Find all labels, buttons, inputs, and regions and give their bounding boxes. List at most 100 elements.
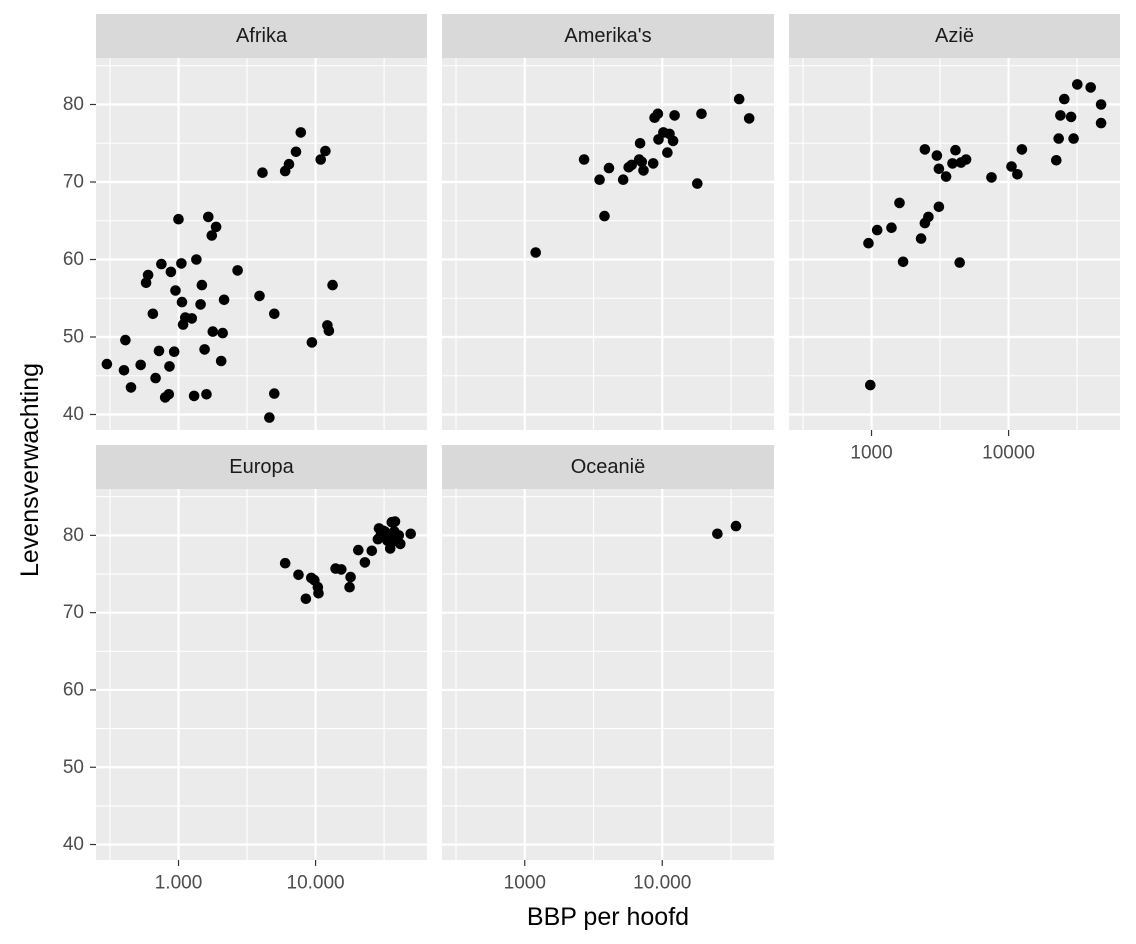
data-point: [647, 158, 659, 169]
data-point: [101, 358, 113, 370]
data-point: [313, 588, 324, 599]
data-point: [669, 110, 680, 121]
data-point: [530, 247, 541, 258]
x-axis-col-3: 1000 10000: [850, 430, 1035, 464]
data-point: [863, 237, 874, 249]
data-point: [933, 163, 945, 175]
data-point: [199, 344, 210, 355]
data-point: [886, 222, 897, 233]
data-point: [730, 520, 742, 532]
data-point: [320, 145, 331, 157]
data-point: [1051, 155, 1062, 166]
x-tick-label: 10.000: [287, 873, 345, 894]
facet-panel-amerika-s: Amerika's: [442, 14, 774, 430]
data-point: [954, 257, 965, 268]
panel-background: [96, 58, 427, 430]
data-point: [165, 266, 177, 278]
data-point: [947, 158, 958, 169]
y-axis-row-2: 40 50 60 70 80: [63, 525, 96, 855]
panel-background: [442, 58, 774, 430]
data-point: [1068, 133, 1079, 144]
data-point: [636, 156, 648, 168]
data-point: [293, 569, 304, 581]
data-point: [393, 530, 405, 541]
data-point: [150, 372, 161, 384]
x-tick-label: 1.000: [155, 873, 203, 894]
y-tick-label: 40: [63, 404, 84, 425]
facet-panel-oceanie: Oceanië: [442, 445, 774, 860]
data-point: [1095, 99, 1107, 110]
data-point: [173, 213, 184, 225]
facet-panel-europa: Europa: [96, 445, 427, 860]
data-point: [135, 359, 146, 371]
data-point: [395, 538, 406, 550]
y-tick-label: 50: [63, 327, 84, 348]
data-point: [176, 258, 187, 269]
y-axis-title: Levensverwachting: [16, 363, 44, 577]
data-point: [366, 545, 378, 557]
data-point: [125, 382, 137, 393]
data-point: [323, 325, 335, 337]
data-point: [176, 296, 188, 308]
y-tick-label: 40: [63, 834, 84, 855]
x-axis-col-2: 1000 10.000: [504, 860, 691, 894]
data-point: [743, 113, 755, 124]
data-point: [353, 544, 364, 556]
data-point: [662, 147, 673, 158]
data-point: [1072, 79, 1083, 90]
data-point: [186, 313, 198, 324]
facet-label: Amerika's: [564, 25, 651, 47]
data-point: [269, 308, 280, 320]
data-point: [283, 158, 295, 170]
data-point: [712, 528, 723, 540]
data-point: [195, 299, 206, 310]
data-point: [696, 108, 707, 120]
facet-panels: Afrika Amerika's Azië Europa Oceanië: [96, 14, 1120, 860]
data-point: [170, 285, 181, 296]
data-point: [603, 162, 615, 174]
data-point: [206, 230, 218, 241]
data-point: [118, 365, 130, 376]
data-point: [1085, 82, 1096, 93]
y-tick-label: 60: [63, 679, 84, 700]
data-point: [950, 144, 961, 156]
data-point: [217, 327, 228, 339]
facet-strip: [442, 14, 774, 58]
data-point: [344, 581, 355, 593]
facet-strip: [96, 14, 427, 58]
data-point: [897, 256, 909, 268]
data-point: [156, 258, 167, 270]
data-point: [315, 154, 327, 165]
x-tick-label: 1000: [850, 443, 892, 464]
data-point: [1055, 110, 1066, 121]
data-point: [345, 571, 356, 583]
x-axis-title: BBP per hoofd: [527, 903, 689, 931]
facet-label: Azië: [935, 25, 974, 47]
data-point: [594, 174, 605, 185]
data-point: [626, 159, 637, 171]
data-point: [1012, 169, 1023, 180]
data-point: [327, 279, 338, 291]
data-point: [142, 269, 154, 281]
data-point: [1059, 93, 1070, 105]
data-point: [164, 361, 175, 372]
data-point: [336, 564, 347, 575]
data-point: [306, 337, 318, 348]
y-tick-label: 50: [63, 757, 84, 778]
facet-strip: [96, 445, 427, 489]
data-point: [405, 528, 417, 540]
data-point: [232, 265, 243, 276]
y-tick-label: 70: [63, 172, 84, 193]
x-axes: 1.000 10.000 1000 10.000 1000 10000: [155, 430, 1035, 894]
data-point: [295, 127, 307, 138]
data-point: [264, 412, 275, 423]
y-axis-row-1: 40 50 60 70 80: [63, 94, 96, 425]
data-point: [1095, 117, 1107, 129]
data-point: [986, 172, 997, 183]
panel-background: [789, 58, 1120, 430]
data-point: [931, 150, 943, 161]
data-point: [1016, 144, 1028, 155]
x-tick-label: 1000: [504, 873, 546, 894]
facet-label: Europa: [229, 456, 294, 478]
data-point: [279, 557, 291, 569]
